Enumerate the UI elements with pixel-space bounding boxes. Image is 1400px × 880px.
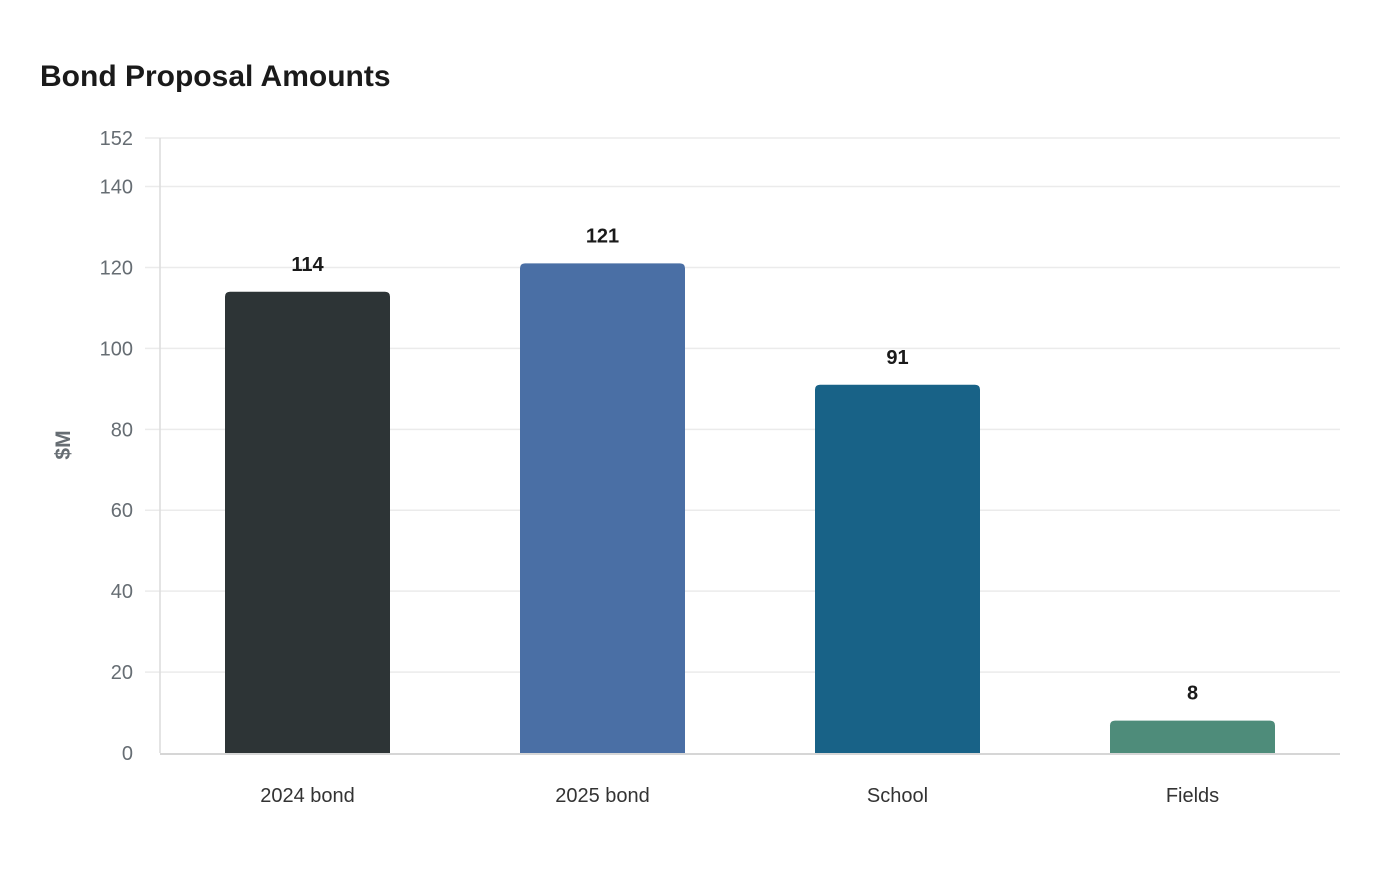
- x-tick-label: 2024 bond: [260, 785, 355, 807]
- y-tick-label: 152: [100, 128, 133, 150]
- y-tick-label: 140: [100, 177, 133, 199]
- bar: [520, 263, 685, 753]
- y-tick-label: 100: [100, 338, 133, 360]
- y-tick-label: 0: [122, 743, 133, 765]
- y-tick-label: 40: [111, 581, 133, 603]
- x-tick-label: Fields: [1166, 785, 1219, 807]
- bar: [1110, 720, 1275, 753]
- x-tick-label: 2025 bond: [555, 785, 650, 807]
- chart-title: Bond Proposal Amounts: [40, 60, 391, 93]
- y-tick-label: 20: [111, 662, 133, 684]
- y-tick-label: 80: [111, 419, 133, 441]
- data-label: 114: [291, 254, 324, 276]
- y-tick-label: 120: [100, 257, 133, 279]
- bar: [815, 384, 980, 753]
- y-axis-label: $M: [52, 430, 75, 459]
- bar: [225, 291, 390, 753]
- y-tick-label: 60: [111, 500, 133, 522]
- data-label: 91: [886, 347, 908, 369]
- data-label: 8: [1187, 683, 1198, 705]
- x-tick-label: School: [867, 785, 928, 807]
- data-label: 121: [586, 225, 619, 247]
